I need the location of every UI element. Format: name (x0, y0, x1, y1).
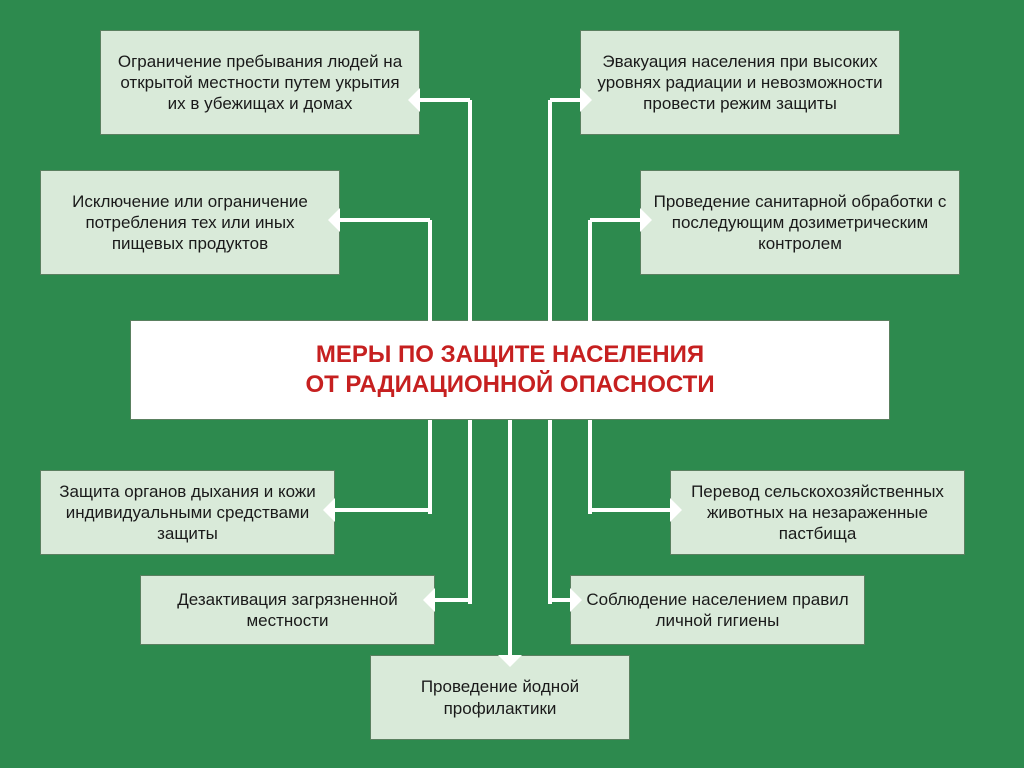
measure-box-b7: Дезактивация загрязненной местности (140, 575, 435, 645)
arrow-segment (428, 420, 432, 514)
measure-box-b5: Защита органов дыхания и кожи индивидуал… (40, 470, 335, 555)
arrow-segment (550, 598, 570, 602)
arrow-segment (428, 220, 432, 324)
arrow-head (670, 498, 682, 522)
measure-box-b8: Соблюдение населением правил личной гиги… (570, 575, 865, 645)
arrow-head (498, 655, 522, 667)
measure-box-b2: Эвакуация населения при высоких уровнях … (580, 30, 900, 135)
arrow-segment (590, 218, 640, 222)
arrow-segment (420, 98, 470, 102)
measure-box-b4: Проведение санитарной обработки с послед… (640, 170, 960, 275)
arrow-segment (588, 420, 592, 514)
arrow-segment (468, 100, 472, 324)
arrow-head (408, 88, 420, 112)
arrow-head (640, 208, 652, 232)
measure-box-b3: Исключение или ограничение потребления т… (40, 170, 340, 275)
arrow-segment (548, 420, 552, 604)
measure-box-b1: Ограничение пребывания людей на открытой… (100, 30, 420, 135)
arrow-segment (590, 508, 670, 512)
arrow-head (328, 208, 340, 232)
arrow-segment (435, 598, 470, 602)
arrow-head (570, 588, 582, 612)
arrow-segment (335, 508, 430, 512)
arrow-segment (340, 218, 430, 222)
arrow-segment (468, 420, 472, 604)
arrow-head (423, 588, 435, 612)
arrow-segment (548, 100, 552, 324)
arrow-segment (588, 220, 592, 324)
measure-box-b9: Проведение йодной профилактики (370, 655, 630, 740)
diagram-canvas: МЕРЫ ПО ЗАЩИТЕ НАСЕЛЕНИЯ ОТ РАДИАЦИОННОЙ… (0, 0, 1024, 768)
center-title-box: МЕРЫ ПО ЗАЩИТЕ НАСЕЛЕНИЯ ОТ РАДИАЦИОННОЙ… (130, 320, 890, 420)
arrow-head (580, 88, 592, 112)
arrow-segment (550, 98, 580, 102)
arrow-segment (508, 420, 512, 655)
arrow-head (323, 498, 335, 522)
measure-box-b6: Перевод сельскохозяйственных животных на… (670, 470, 965, 555)
